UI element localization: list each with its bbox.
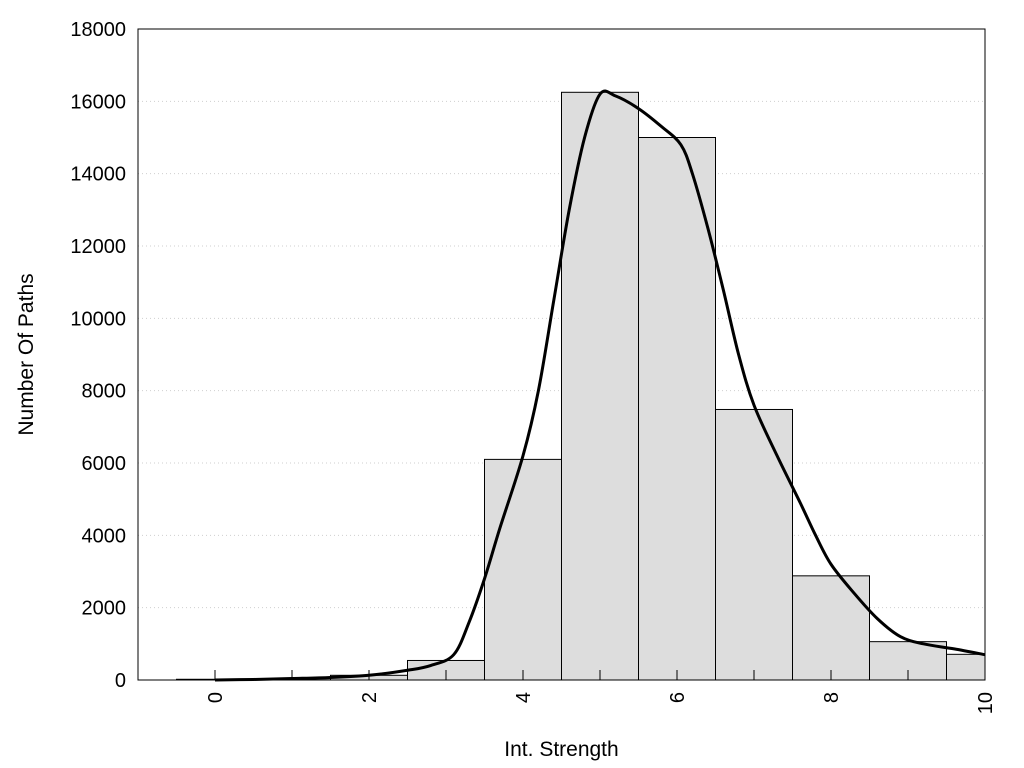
y-tick-label: 0: [115, 670, 126, 692]
histogram-bar: [946, 653, 986, 681]
histogram-bar: [792, 575, 870, 681]
x-tick-label: 4: [513, 692, 535, 703]
histogram-bar: [715, 408, 793, 681]
histogram-bar: [638, 137, 716, 681]
y-tick-label: 2000: [82, 598, 127, 620]
y-axis-title: Number Of Paths: [15, 273, 38, 435]
y-tick-labels: 0 2000 4000 6000 8000 10000 12000 14000 16000 180…: [70, 19, 126, 692]
x-tick-marks: [214, 670, 986, 680]
y-tick-label: 18000: [70, 19, 126, 41]
y-tick-label: 14000: [70, 164, 126, 186]
x-tick-label: 2: [359, 692, 381, 703]
x-tick-label: 6: [667, 692, 689, 703]
x-tick-label: 10: [975, 692, 997, 714]
y-tick-label: 4000: [82, 525, 127, 547]
histogram-bar: [561, 91, 639, 681]
x-tick-label: 8: [821, 692, 843, 703]
y-tick-label: 12000: [70, 236, 126, 258]
y-tick-label: 6000: [82, 453, 127, 475]
x-tick-label: 0: [205, 692, 227, 703]
histogram-bar: [484, 458, 562, 681]
histogram-bars: [176, 91, 986, 681]
x-axis-title: Int. Strength: [504, 738, 618, 761]
x-tick-labels: 0 2 4 6 8 10: [205, 692, 997, 714]
plot-area-frame: [137, 28, 986, 681]
y-tick-label: 16000: [70, 91, 126, 113]
y-tick-label: 10000: [70, 308, 126, 330]
y-tick-label: 8000: [82, 381, 127, 403]
density-curve: [214, 89, 986, 682]
